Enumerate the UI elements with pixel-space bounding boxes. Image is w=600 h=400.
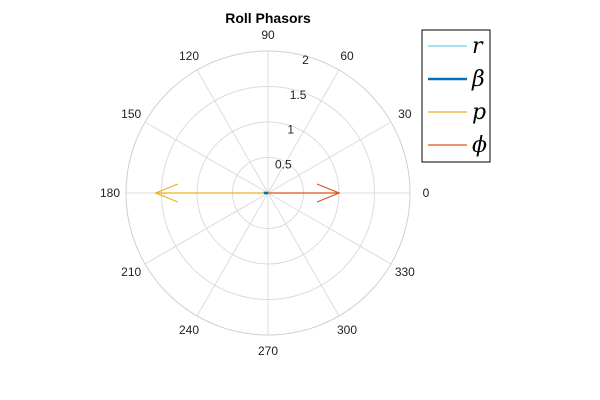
radial-tick-label: 1 [287, 123, 294, 137]
angle-tick-label: 180 [100, 186, 120, 200]
legend-item: r [428, 34, 484, 59]
radial-tick-label: 2 [302, 53, 309, 67]
angle-tick-label: 270 [258, 344, 278, 358]
angle-tick-label: 240 [179, 323, 199, 337]
angle-tick-label: 30 [398, 107, 412, 121]
angle-tick-label: 0 [423, 186, 430, 200]
angle-tick-label: 90 [261, 28, 275, 42]
radial-tick-label: 1.5 [290, 88, 307, 102]
legend-item: ϕ [428, 133, 487, 158]
legend-label: r [472, 34, 484, 59]
legend-box [421, 29, 491, 163]
phasor-2 [154, 183, 268, 203]
radial-tick-labels: 0.5 1 1.5 2 [275, 53, 309, 171]
angle-tick-label: 300 [337, 323, 357, 337]
angle-tick-label: 150 [121, 107, 141, 121]
phasor-arrowhead [316, 183, 341, 203]
legend-label: p [472, 100, 486, 125]
legend-label: ϕ [472, 133, 487, 158]
chart-title: Roll Phasors [225, 10, 311, 26]
radial-tick-label: 0.5 [275, 157, 292, 171]
angle-tick-label: 210 [121, 265, 141, 279]
angle-tick-label: 120 [179, 49, 199, 63]
angle-tick-label: 60 [340, 49, 354, 63]
radial-gridline-2 [125, 50, 411, 336]
angle-tick-label: 330 [395, 265, 415, 279]
phasor-3 [268, 183, 341, 203]
legend-item: p [428, 100, 486, 125]
phasor-arrowhead [154, 183, 179, 203]
legend-item: β [428, 67, 485, 92]
phasor-series [154, 183, 341, 203]
angle-tick-labels: 0 30 60 90 120 150 180 210 240 270 300 330 [100, 28, 430, 358]
legend-label: β [471, 67, 485, 92]
